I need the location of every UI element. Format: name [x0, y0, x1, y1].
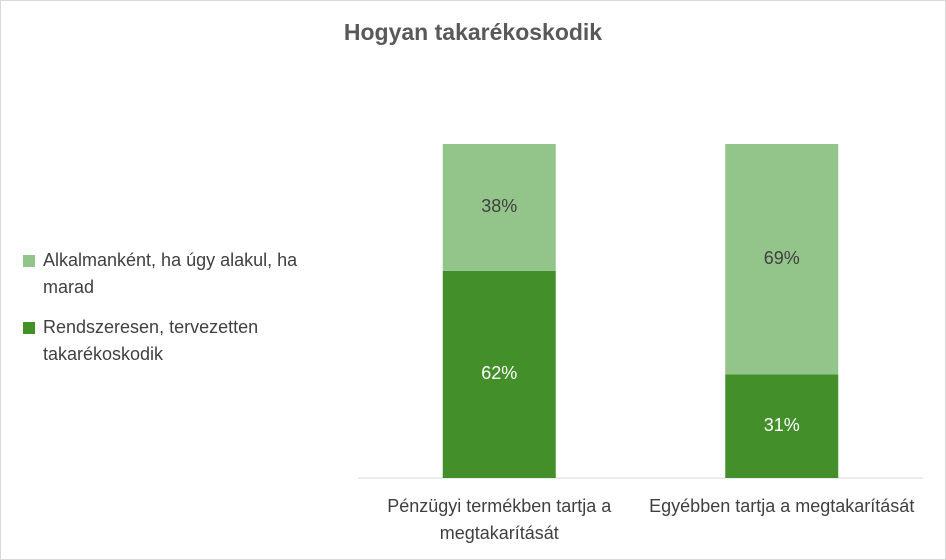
x-tick-label: Egyébben tartja a megtakarítását	[649, 496, 915, 516]
bar-segment	[442, 270, 556, 478]
value-label: 31%	[764, 415, 800, 435]
bar-segment	[725, 144, 839, 375]
value-label: 62%	[481, 363, 517, 383]
legend-label: Alkalmanként, ha úgy alakul, ha marad	[43, 250, 298, 297]
value-label: 38%	[481, 196, 517, 216]
value-label: 69%	[764, 248, 800, 268]
bar-segment	[725, 374, 839, 478]
legend-label: Rendszeresen, tervezetten takarékoskodik	[43, 317, 259, 364]
chart-title: Hogyan takarékoskodik	[343, 19, 603, 45]
bar-segment	[442, 144, 556, 271]
legend-swatch	[23, 322, 35, 334]
legend-swatch	[23, 255, 35, 267]
x-tick-label: Pénzügyi termékben tartja a megtakarítás…	[387, 496, 612, 543]
